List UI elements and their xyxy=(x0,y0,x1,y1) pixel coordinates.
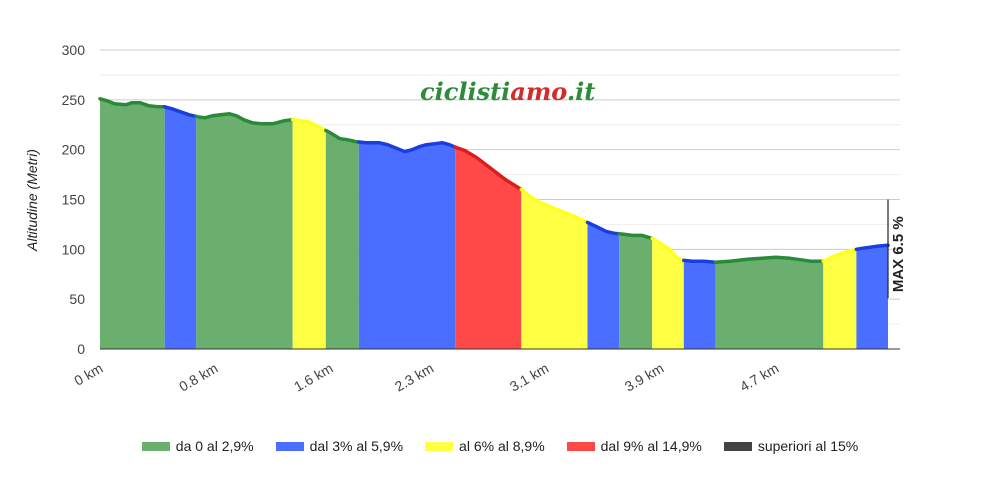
max-annotation: MAX 6.5 % xyxy=(887,199,907,299)
x-tick-label: 2.3 km xyxy=(392,360,436,395)
y-tick-label: 100 xyxy=(62,241,86,257)
segment-line xyxy=(821,247,859,264)
segment-area xyxy=(521,189,588,349)
legend-label: da 0 al 2,9% xyxy=(175,438,254,454)
segment-area xyxy=(619,233,653,349)
legend-label: dal 9% al 14,9% xyxy=(600,438,702,454)
segment-area xyxy=(100,98,165,349)
y-tick-label: 0 xyxy=(77,341,85,357)
segment-area xyxy=(196,113,293,349)
segment-line xyxy=(585,220,621,236)
legend-label: al 6% al 8,9% xyxy=(459,438,545,454)
segment-line xyxy=(682,258,718,265)
segment-line xyxy=(194,112,295,126)
segment-line xyxy=(854,243,890,252)
legend-item: al 6% al 8,9% xyxy=(425,438,545,454)
legend-label: dal 3% al 5,9% xyxy=(309,438,404,454)
x-tick-labels: 0 km 0.8 km 1.6 km 2.3 km 3.1 km 3.9 km 4.7 km xyxy=(71,360,781,395)
segment-line xyxy=(290,118,328,133)
segment-line xyxy=(617,232,654,241)
segment-area xyxy=(856,245,888,349)
segment-area xyxy=(715,257,824,349)
segment-line xyxy=(324,128,361,144)
y-tick-label: 50 xyxy=(69,291,85,307)
y-tick-label: 150 xyxy=(62,192,86,208)
y-tick-label: 300 xyxy=(62,42,86,58)
segment-area xyxy=(164,106,197,349)
x-tick-label: 0 km xyxy=(71,360,105,389)
legend-swatch xyxy=(275,441,304,451)
max-gradient-label: MAX 6.5 % xyxy=(890,216,907,292)
legend-swatch xyxy=(141,441,170,451)
logo-text-suffix: .it xyxy=(567,77,596,106)
legend-item: dal 3% al 5,9% xyxy=(275,438,404,454)
legend-swatch xyxy=(566,441,595,451)
segment-area xyxy=(455,147,522,349)
legend-swatch xyxy=(723,441,752,451)
legend-item: dal 9% al 14,9% xyxy=(566,438,702,454)
y-tick-label: 200 xyxy=(62,142,86,158)
segment-area xyxy=(358,142,456,349)
y-tick-label: 250 xyxy=(62,92,86,108)
segment-area xyxy=(325,130,359,349)
x-tick-label: 3.9 km xyxy=(622,360,666,395)
logo-text-accent: amo xyxy=(510,77,567,106)
x-tick-label: 4.7 km xyxy=(737,360,781,395)
x-tick-label: 1.6 km xyxy=(291,360,335,395)
segment-line xyxy=(98,97,167,109)
segment-line xyxy=(162,105,199,119)
profile-lines xyxy=(98,97,890,265)
segment-line xyxy=(713,255,826,265)
x-tick-label: 0.8 km xyxy=(176,360,220,395)
segment-area xyxy=(587,222,620,349)
y-tick-labels: 0 50 100 150 200 250 300 xyxy=(62,42,86,357)
logo-text-main: ciclisti xyxy=(420,77,510,106)
chart-legend: da 0 al 2,9% dal 3% al 5,9% al 6% al 8,9% d… xyxy=(0,438,1000,454)
segment-line xyxy=(519,187,590,225)
segment-line xyxy=(357,140,457,154)
profile-areas xyxy=(100,98,888,349)
segment-area xyxy=(652,238,684,349)
legend-label: superiori al 15% xyxy=(757,438,859,454)
segment-area xyxy=(823,249,857,349)
x-tick-label: 3.1 km xyxy=(507,360,551,395)
y-axis-label: Altitudine (Metri) xyxy=(24,149,40,252)
legend-swatch xyxy=(425,441,454,451)
segment-area xyxy=(683,260,716,349)
segment-area xyxy=(292,119,326,349)
site-logo: ciclistiamo.it xyxy=(420,77,595,106)
segment-line xyxy=(453,145,524,192)
legend-item: superiori al 15% xyxy=(723,438,859,454)
legend-item: da 0 al 2,9% xyxy=(141,438,254,454)
